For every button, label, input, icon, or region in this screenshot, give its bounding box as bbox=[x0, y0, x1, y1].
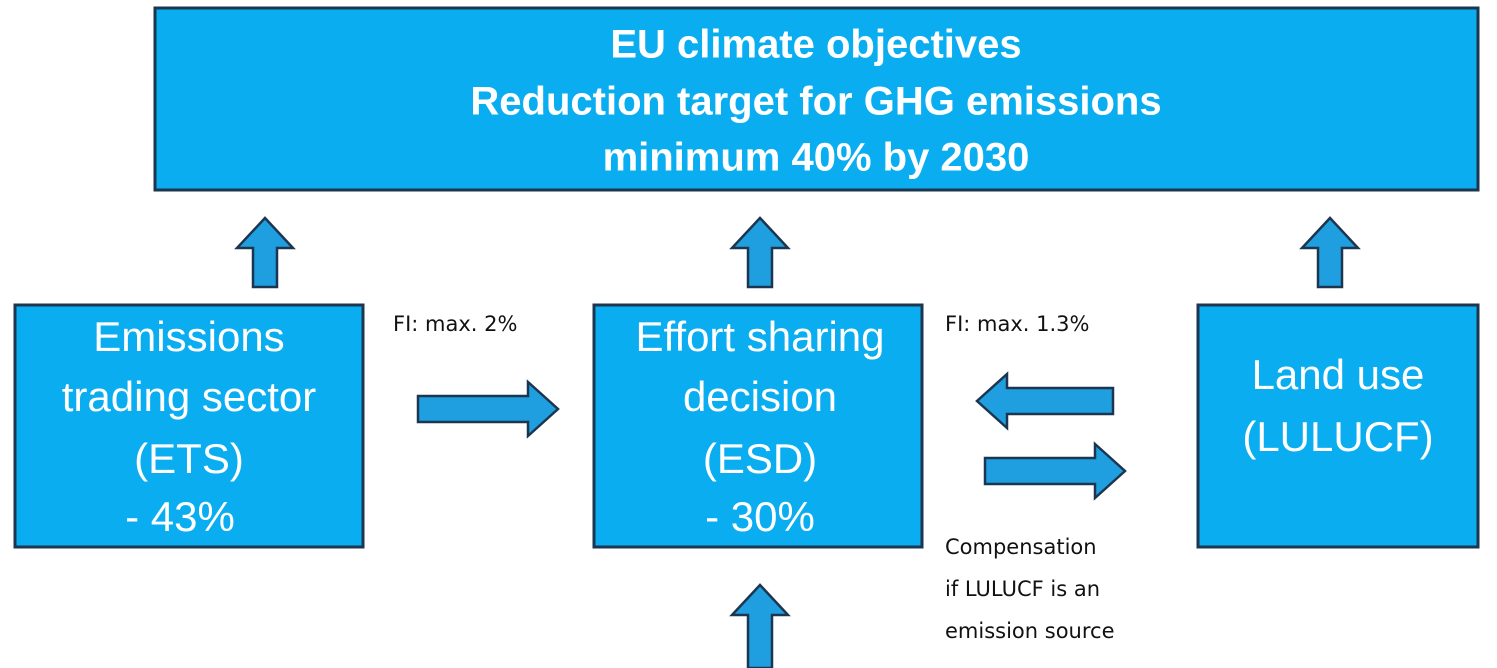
esd-box bbox=[592, 303, 924, 549]
right-arrow bbox=[983, 441, 1127, 501]
ets-box bbox=[13, 303, 365, 549]
up-arrow bbox=[729, 583, 791, 668]
compensation-label: if LULUCF is an bbox=[945, 577, 1100, 601]
flexibility-label: FI: max. 2% bbox=[393, 312, 517, 336]
header-line: Reduction target for GHG emissions bbox=[470, 80, 1161, 124]
compensation-label: Compensation bbox=[945, 535, 1097, 559]
box-line: Land use bbox=[1252, 351, 1425, 398]
objective-box bbox=[153, 6, 1480, 192]
box-line: Emissions bbox=[93, 313, 284, 360]
left-arrow bbox=[975, 371, 1115, 431]
right-arrow bbox=[416, 379, 560, 439]
box-line: trading sector bbox=[62, 373, 316, 420]
box-line: - 43% bbox=[125, 493, 235, 540]
box-line: Effort sharing bbox=[635, 313, 884, 360]
flexibility-label: FI: max. 1.3% bbox=[945, 312, 1089, 336]
header-line: minimum 40% by 2030 bbox=[603, 136, 1030, 180]
lulucf-box bbox=[1196, 303, 1480, 549]
up-arrow bbox=[1299, 216, 1361, 289]
up-arrow bbox=[729, 216, 791, 289]
box-line: (LULUCF) bbox=[1242, 413, 1433, 460]
header-line: EU climate objectives bbox=[610, 23, 1021, 67]
compensation-label: emission source bbox=[945, 619, 1115, 643]
up-arrow bbox=[234, 216, 296, 289]
box-line: (ESD) bbox=[703, 435, 817, 482]
box-line: decision bbox=[683, 373, 837, 420]
box-line: (ETS) bbox=[134, 435, 244, 482]
box-line: - 30% bbox=[705, 493, 815, 540]
